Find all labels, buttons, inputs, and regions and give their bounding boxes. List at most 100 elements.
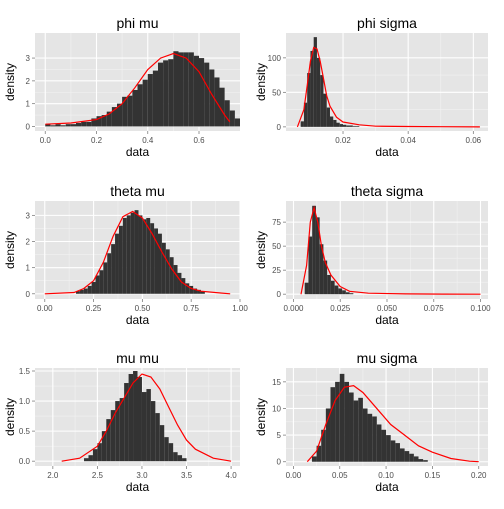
histogram-bar <box>81 121 87 127</box>
histogram-bar <box>356 126 360 127</box>
histogram-bar <box>310 50 314 127</box>
histogram-bar <box>352 126 357 127</box>
histogram-bar <box>97 443 102 462</box>
x-tick-label: 0.6 <box>193 136 205 145</box>
x-tick-label: 0.00 <box>37 304 53 313</box>
histogram-bar <box>103 262 108 294</box>
histogram-bar <box>333 119 337 127</box>
y-tick-label: 2 <box>26 77 31 86</box>
histogram-bar <box>147 74 153 127</box>
histogram-bar <box>55 124 61 127</box>
histogram-bar <box>316 445 322 462</box>
histogram-bar <box>150 401 156 462</box>
histogram-bar <box>418 459 424 462</box>
histogram-bar <box>395 443 400 462</box>
histogram-bar <box>219 87 225 127</box>
histogram-bar <box>413 456 419 462</box>
histogram-bar <box>79 289 84 294</box>
histogram-bar <box>146 217 151 294</box>
histogram-bar <box>158 62 164 127</box>
x-tick-label: 0.4 <box>142 136 154 145</box>
density-curve <box>296 46 480 128</box>
histogram-bar <box>234 118 240 127</box>
x-axis-label: data <box>375 145 399 159</box>
panel-title: phi sigma <box>357 15 417 31</box>
density-curve <box>61 373 232 462</box>
x-tick-label: 2.5 <box>92 471 104 480</box>
histogram-bar <box>111 107 117 127</box>
histogram-bar <box>142 219 147 294</box>
histogram-bar <box>303 102 308 127</box>
y-tick-label: 1.0 <box>19 397 31 406</box>
histogram-bar <box>96 116 102 127</box>
histogram-bar <box>349 392 354 462</box>
histogram-bar <box>133 371 138 462</box>
panel-title: theta mu <box>110 183 164 199</box>
histogram-bar <box>146 389 151 462</box>
x-tick-label: 0.10 <box>378 471 394 480</box>
histogram-bar <box>127 95 133 127</box>
histogram-bar <box>321 429 326 462</box>
x-tick-label: 3.5 <box>181 471 193 480</box>
y-tick-label: 100 <box>268 54 282 63</box>
histogram-bar <box>99 270 104 294</box>
histogram-bar <box>344 381 350 462</box>
histogram-bar <box>158 233 162 294</box>
histogram-bar <box>330 387 336 462</box>
density-curve <box>306 384 479 463</box>
y-axis-label: density <box>3 398 17 436</box>
histogram-bar <box>76 123 82 127</box>
histogram-bar <box>152 70 158 127</box>
histogram-bar <box>110 410 116 462</box>
histogram-bar <box>209 69 215 127</box>
histogram-bar <box>197 289 201 294</box>
histogram-bar <box>200 291 205 294</box>
x-axis-label: data <box>126 145 150 159</box>
panel-title: phi mu <box>116 15 158 31</box>
x-tick-label: 4.0 <box>226 471 238 480</box>
histogram-bar <box>409 453 414 462</box>
histogram-bar <box>358 397 363 462</box>
histogram-bar <box>76 291 80 294</box>
histogram-bar <box>124 383 129 462</box>
histogram-bar <box>134 210 139 294</box>
histogram-bar <box>381 429 387 462</box>
histogram-bar <box>101 431 107 462</box>
histogram-bar <box>376 424 382 462</box>
x-tick-label: 0.75 <box>183 304 199 313</box>
histogram-bar <box>362 408 368 462</box>
histogram-bar <box>159 425 165 462</box>
histogram-bar <box>106 419 111 462</box>
histogram-bar <box>122 96 128 127</box>
histogram-bar <box>372 416 377 462</box>
histogram-bar <box>312 205 316 295</box>
histogram-bar <box>390 440 396 462</box>
x-tick-label: 0.075 <box>424 304 445 313</box>
x-tick-label: 0.05 <box>332 471 348 480</box>
y-tick-label: 0 <box>277 123 282 132</box>
histogram-bar <box>336 122 340 127</box>
histogram-bar <box>339 373 345 462</box>
histogram-bar <box>83 288 88 294</box>
histogram-bar <box>319 244 324 295</box>
histogram-bar <box>60 125 66 127</box>
histogram-bar <box>339 124 344 127</box>
histogram-bar <box>193 288 198 294</box>
x-tick-label: 0.00 <box>286 471 302 480</box>
histogram-bar <box>91 118 97 127</box>
histogram-bar <box>316 57 321 127</box>
histogram-bar <box>404 451 410 462</box>
histogram-bar <box>111 244 116 294</box>
histogram-bar <box>168 443 174 462</box>
x-tick-label: 0.50 <box>135 304 151 313</box>
y-tick-label: 3 <box>26 211 31 220</box>
facet-panel: 0.00 0.05 0.10 0.15 0.20 0 5 10 15 mu sigma data de… <box>254 350 488 494</box>
histogram-bar <box>130 212 135 294</box>
histogram-bar <box>315 217 320 295</box>
y-axis-label: density <box>254 398 268 436</box>
histogram-bar <box>349 125 353 127</box>
x-tick-label: 0.02 <box>335 136 351 145</box>
histogram-bar <box>183 52 189 127</box>
